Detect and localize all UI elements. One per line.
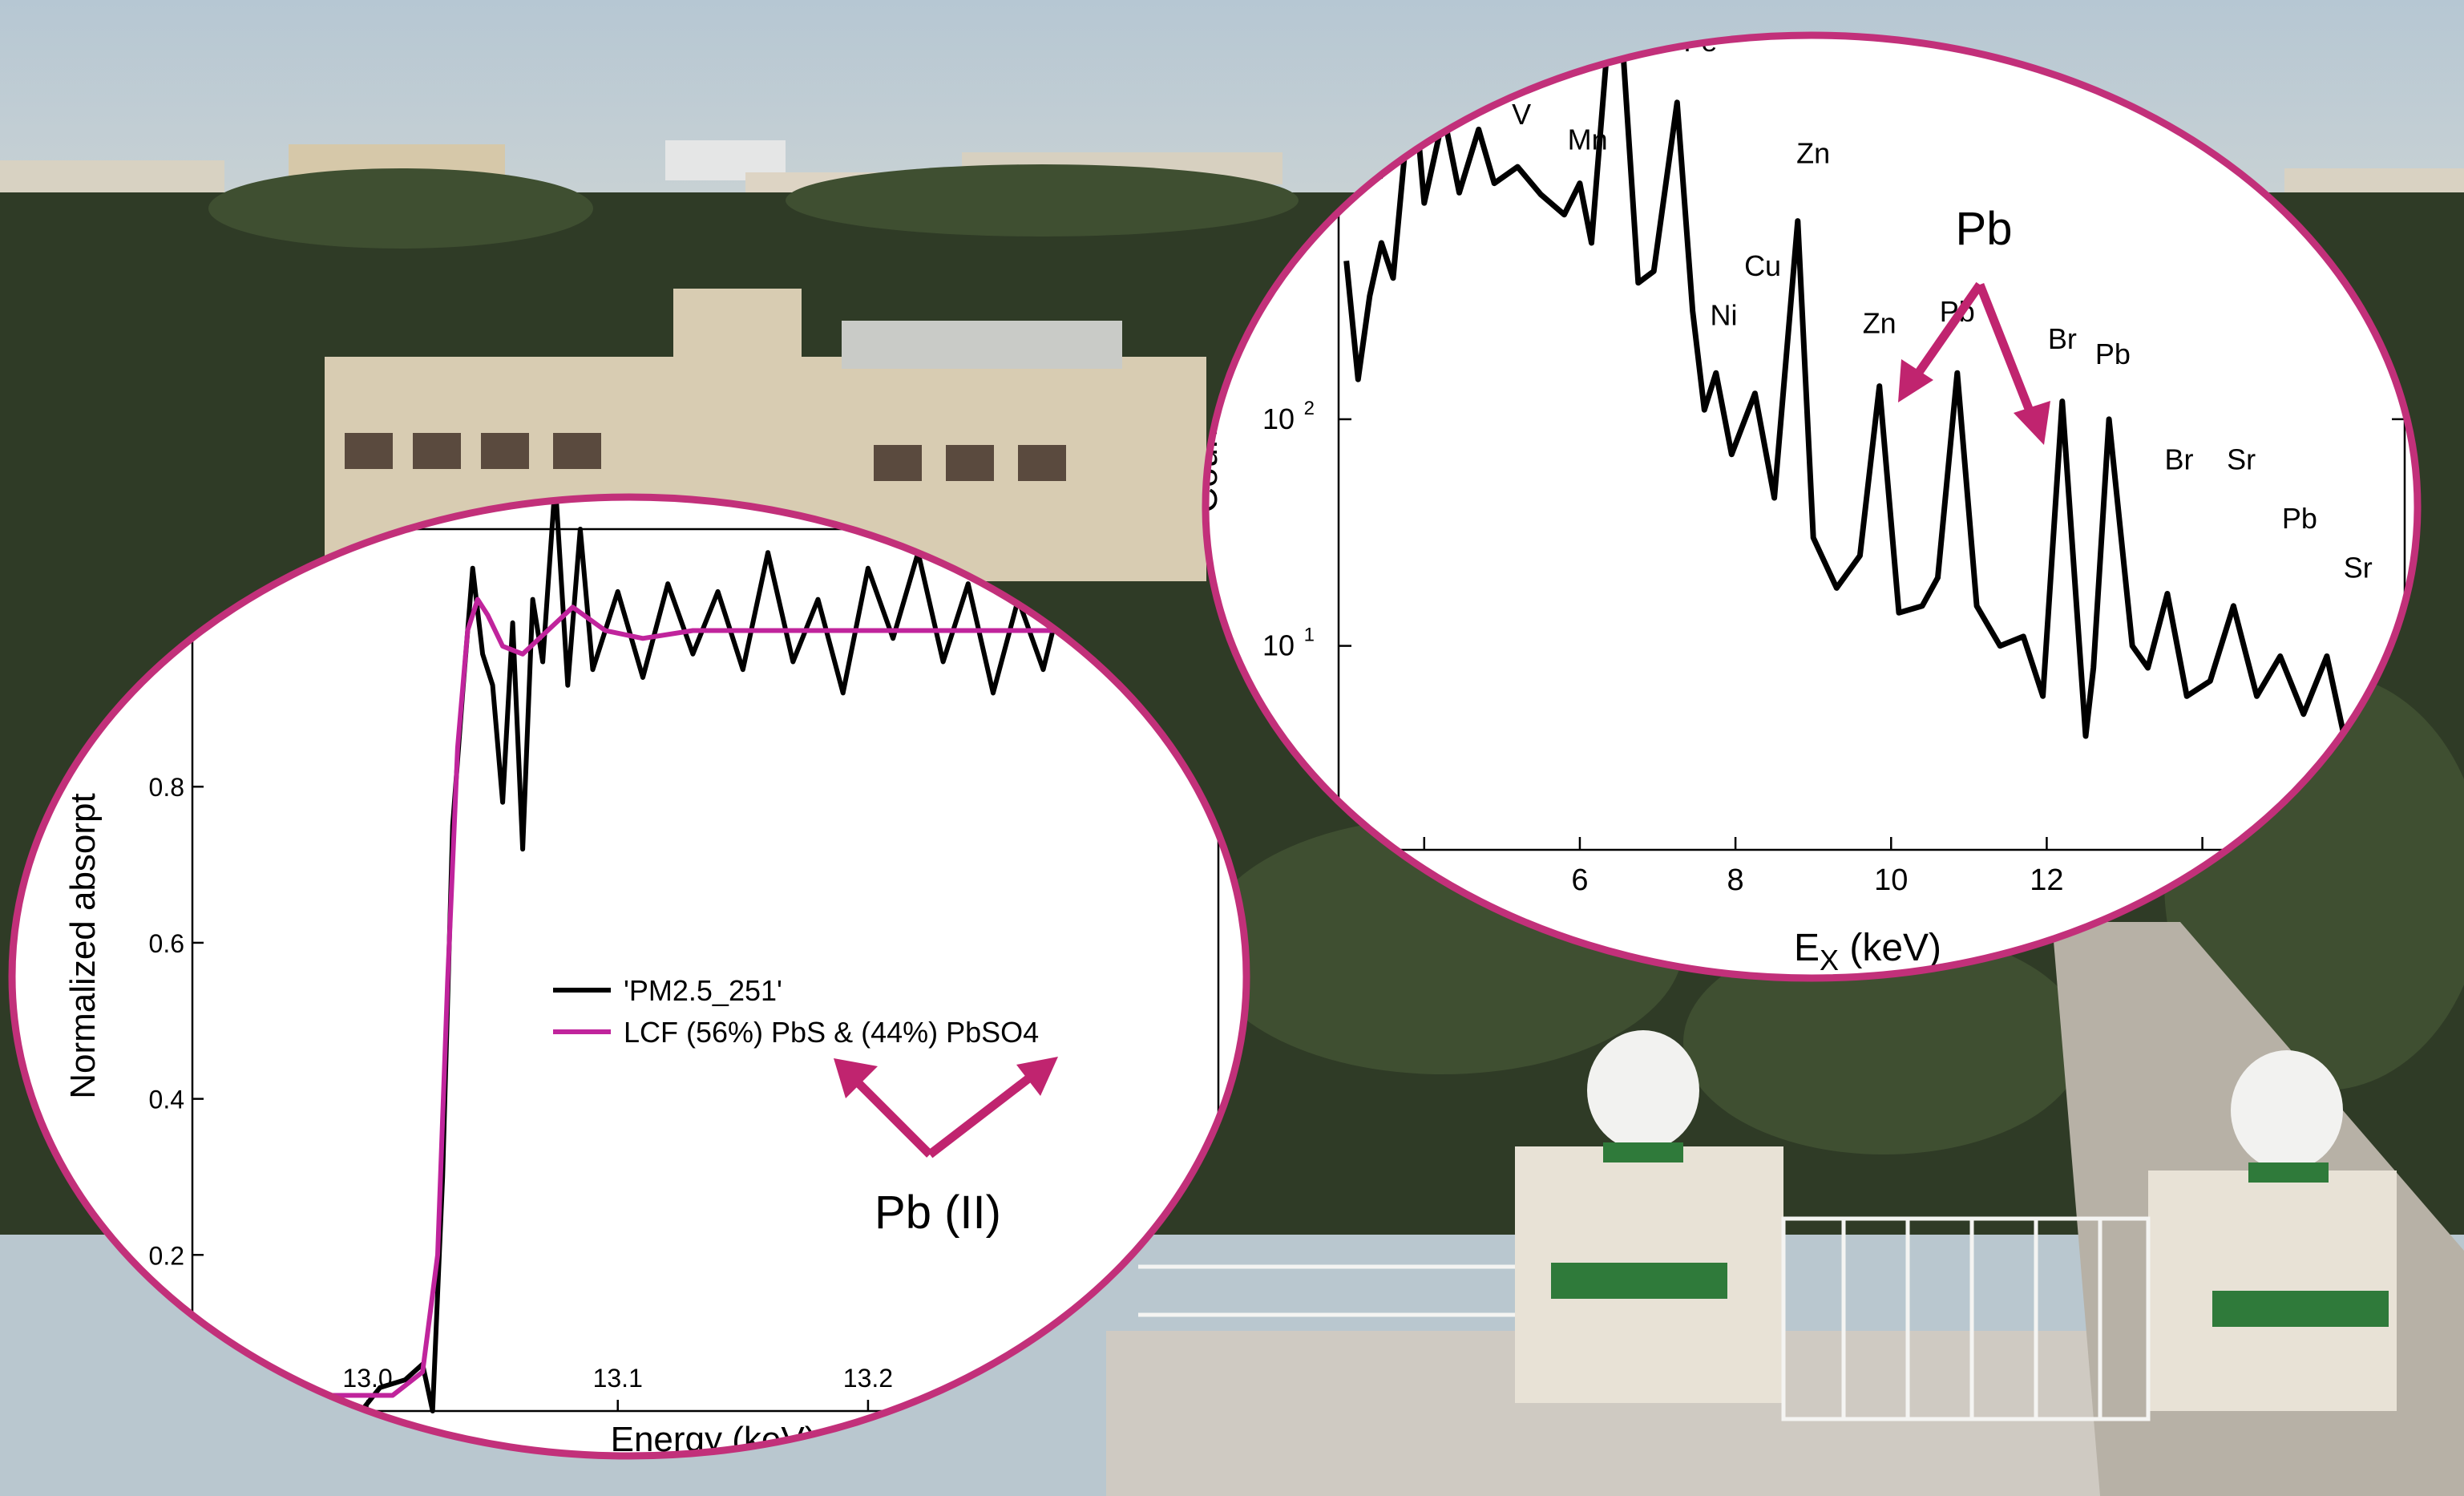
xrf-peak-label: a — [1404, 0, 1421, 19]
pb-annotation: Pb — [1956, 203, 2013, 255]
xanes-ellipse-background — [12, 497, 1246, 1456]
xrf-peak-label: Zn — [1796, 136, 1830, 169]
xanes-ellipse-border — [8, 493, 1250, 1460]
xanes-series-lines — [204, 497, 1196, 1421]
xrf-y-tick-label: 10 — [1262, 402, 1295, 435]
legend-entry-data: 'PM2.5_251' — [624, 974, 782, 1007]
xrf-spectrum-line — [1343, 35, 2404, 767]
xrf-peak-label: Ca — [1433, 25, 1471, 58]
xrf-peak-label: V — [1512, 98, 1531, 131]
pb-arrows — [1898, 281, 2050, 445]
xanes-y-tick-label: 0.8 — [149, 773, 184, 802]
gate-left-pillar — [1515, 1030, 1783, 1403]
xrf-y-tick-label: 10 — [1262, 629, 1295, 662]
xrf-peak-label: Mn — [1568, 123, 1608, 156]
xanes-y-tick-label: 0.4 — [149, 1086, 184, 1114]
xrf-x-tick-label: 8 — [1727, 863, 1744, 897]
xrf-y-tick-exponent: 1 — [1304, 625, 1315, 646]
xrf-x-tick-label: 6 — [1571, 863, 1588, 897]
xrf-x-label-unit: (keV) — [1839, 927, 1941, 969]
xanes-y-tick-label: 0.6 — [149, 929, 184, 958]
gate-right-pillar — [2148, 1050, 2397, 1411]
xrf-x-tick-label: 10 — [1874, 863, 1908, 897]
xrf-y-tick-label: 10 — [1262, 176, 1295, 208]
xrf-y-tick-exponent: 3 — [1304, 171, 1315, 192]
xrf-peak-label: Ni — [1711, 299, 1738, 332]
xrf-x-label: EX (keV) — [1794, 927, 1941, 976]
xanes-fit-line — [204, 596, 1194, 1398]
xrf-x-tick-label: 12 — [2030, 863, 2063, 897]
xrf-x-label-main: E — [1794, 927, 1820, 969]
pb-ii-annotation: Pb (II) — [875, 1187, 1001, 1239]
xrf-series-lines — [1343, 35, 2404, 767]
xrf-peak-label: Br — [2048, 322, 2077, 355]
xrf-peak-labels: aKCaTiVMneFeNiCuZnZnPbBrPbBrSrPbSr — [1364, 0, 2373, 584]
xrf-peak-label: Pb — [2095, 338, 2131, 370]
xanes-y-tick-label: 0.2 — [149, 1241, 184, 1270]
xanes-x-tick-label: 13.2 — [843, 1364, 893, 1393]
xanes-legend: 'PM2.5_251' LCF (56%) PbS & (44%) PbSO4 — [553, 974, 1039, 1049]
white-fence — [1138, 1216, 2151, 1421]
xrf-peak-label: Sr — [2344, 552, 2373, 584]
xanes-y-label: Normalized absorpt — [63, 793, 103, 1099]
xrf-peak-label: Zn — [1863, 306, 1896, 339]
xrf-peak-label: Br — [2164, 443, 2193, 476]
legend-entry-fit: LCF (56%) PbS & (44%) PbSO4 — [624, 1016, 1039, 1049]
xrf-peak-label: Pb — [2282, 502, 2317, 535]
pb-ii-arrows — [834, 1057, 1058, 1158]
xrf-x-label-sub: X — [1820, 944, 1839, 976]
xrf-ellipse-border — [1202, 31, 2422, 982]
xrf-plot-frame — [1337, 35, 2406, 851]
xrf-peak-label: Sr — [2227, 443, 2256, 476]
xrf-y-tick-exponent: 2 — [1304, 398, 1315, 419]
xrf-peak-label: Cu — [1744, 249, 1781, 282]
xanes-plot-frame — [191, 528, 1220, 1413]
xanes-x-tick-label: 13.1 — [593, 1364, 643, 1393]
